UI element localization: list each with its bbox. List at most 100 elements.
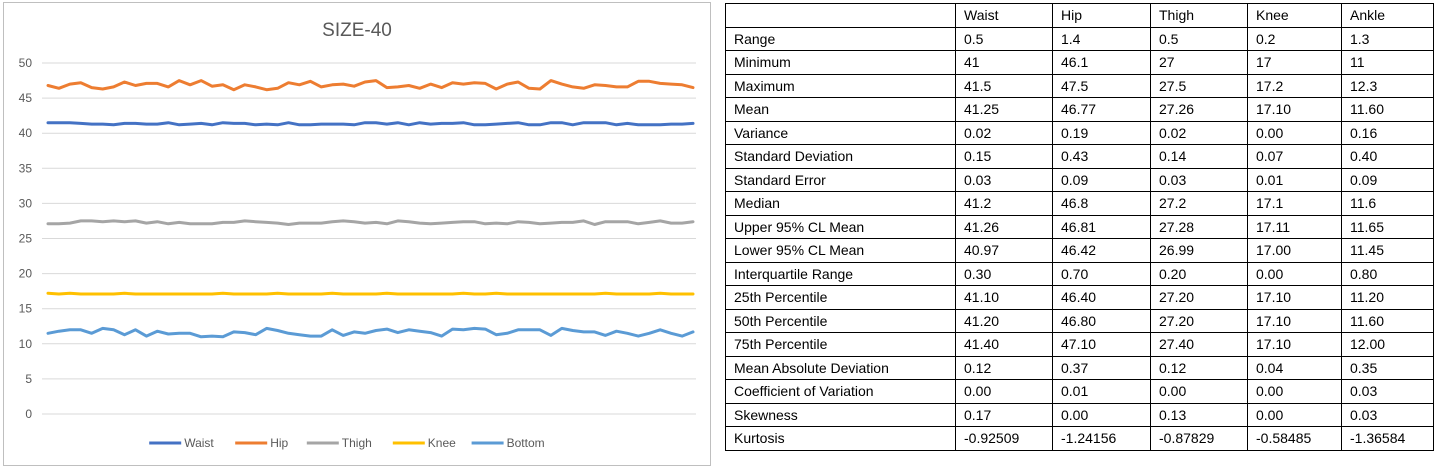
table-cell: 0.00 [1052,402,1151,427]
table-cell: 0.35 [1341,355,1434,380]
table-cell: 46.80 [1052,308,1151,333]
table-row: Upper 95% CL Mean 41.26 46.81 27.28 17.11 11.… [725,214,1434,239]
table-cell: 41.25 [955,97,1053,122]
table-cell: 0.16 [1341,120,1434,145]
table-cell: 17 [1247,50,1342,75]
row-label: Skewness [725,402,956,427]
legend-item-waist: Waist [149,436,214,450]
table-cell: 17.10 [1247,308,1342,333]
row-label: Variance [725,120,956,145]
table-cell: 0.04 [1247,355,1342,380]
table-cell: 0.19 [1052,120,1151,145]
table-cell: -0.87829 [1150,426,1248,451]
table-cell: 47.10 [1052,332,1151,357]
table-cell: 46.40 [1052,285,1151,310]
y-tick-label: 5 [25,372,32,386]
table-cell: 11.20 [1341,285,1434,310]
table-row: 75th Percentile 41.40 47.10 27.40 17.10 12.00 [725,332,1434,357]
table-cell: 0.03 [1341,379,1434,404]
series-line-bottom [46,326,695,339]
table-cell: 1.3 [1341,26,1434,51]
table-cell: 41.5 [955,73,1053,98]
table-cell: 11.45 [1341,238,1434,263]
table-cell: 46.42 [1052,238,1151,263]
table-row: 25th Percentile 41.10 46.40 27.20 17.10 11.20 [725,285,1434,310]
table-cell: -0.92509 [955,426,1053,451]
table-cell: 17.10 [1247,97,1342,122]
row-label: Kurtosis [725,426,956,451]
row-label: Upper 95% CL Mean [725,214,956,239]
table-row: Minimum 41 46.1 27 17 11 [725,50,1434,75]
table-cell: 27.20 [1150,308,1248,333]
table-cell: 0.12 [955,355,1053,380]
y-tick-label: 30 [19,196,33,210]
column-header-hip: Hip [1052,3,1151,28]
row-label: Minimum [725,50,956,75]
legend-item-thigh: Thigh [306,436,372,450]
series-line-knee [46,291,695,296]
table-header-row: Waist Hip Thigh Knee Ankle [725,3,1434,28]
table-cell: 0.70 [1052,261,1151,286]
table-cell: 0.43 [1052,144,1151,169]
row-label: Mean Absolute Deviation [725,355,956,380]
table-row: Standard Error 0.03 0.09 0.03 0.01 0.09 [725,167,1434,192]
table-cell: 0.40 [1341,144,1434,169]
table-cell: 11.60 [1341,308,1434,333]
legend-label: Thigh [342,436,372,450]
table-cell: 0.01 [1052,379,1151,404]
row-label: Standard Deviation [725,144,956,169]
table-cell: 12.00 [1341,332,1434,357]
column-header-ankle: Ankle [1341,3,1434,28]
table-cell: 0.09 [1341,167,1434,192]
table-cell: 0.14 [1150,144,1248,169]
row-label: Maximum [725,73,956,98]
table-cell: 17.10 [1247,332,1342,357]
legend-label: Bottom [507,436,545,450]
table-cell: 0.13 [1150,402,1248,427]
legend-label: Waist [184,436,214,450]
row-label: Interquartile Range [725,261,956,286]
table-cell: 0.09 [1052,167,1151,192]
line-chart: SIZE-40 0 5 10 15 20 25 30 35 40 45 50 Waist Hip Thi… [19,20,696,450]
legend-label: Hip [270,436,288,450]
table-cell: 0.01 [1247,167,1342,192]
table-cell: 41 [955,50,1053,75]
table-cell: 11.6 [1341,191,1434,216]
table-row: Kurtosis -0.92509 -1.24156 -0.87829 -0.58485… [725,426,1434,451]
table-cell: 27.20 [1150,285,1248,310]
table-cell: 17.10 [1247,285,1342,310]
row-label: 50th Percentile [725,308,956,333]
table-cell: 17.11 [1247,214,1342,239]
row-label: Median [725,191,956,216]
table-cell: 0.15 [955,144,1053,169]
table-cell: 0.2 [1247,26,1342,51]
column-header-waist: Waist [955,3,1053,28]
y-tick-label: 20 [19,267,33,281]
series-line-hip [46,79,695,92]
table-cell: 11 [1341,50,1434,75]
table-cell: 0.30 [955,261,1053,286]
table-cell: 0.07 [1247,144,1342,169]
y-tick-label: 25 [19,232,33,246]
table-cell: 12.3 [1341,73,1434,98]
table-cell: 0.5 [1150,26,1248,51]
table-row: Interquartile Range 0.30 0.70 0.20 0.00 0.80 [725,261,1434,286]
table-cell: 41.20 [955,308,1053,333]
table-cell: 0.00 [1247,402,1342,427]
table-row: Variance 0.02 0.19 0.02 0.00 0.16 [725,120,1434,145]
table-cell: -1.24156 [1052,426,1151,451]
y-tick-label: 15 [19,302,33,316]
table-cell: 47.5 [1052,73,1151,98]
table-cell: 0.00 [1247,120,1342,145]
row-label: Range [725,26,956,51]
y-tick-label: 50 [19,56,33,70]
y-tick-label: 40 [19,126,33,140]
table-cell: 46.77 [1052,97,1151,122]
table-cell: 17.2 [1247,73,1342,98]
table-cell: 27.2 [1150,191,1248,216]
table-row: Standard Deviation 0.15 0.43 0.14 0.07 0.40 [725,144,1434,169]
table-row: 50th Percentile 41.20 46.80 27.20 17.10 11.60 [725,308,1434,333]
row-label: Lower 95% CL Mean [725,238,956,263]
table-cell: 0.5 [955,26,1053,51]
legend-item-knee: Knee [392,436,456,450]
